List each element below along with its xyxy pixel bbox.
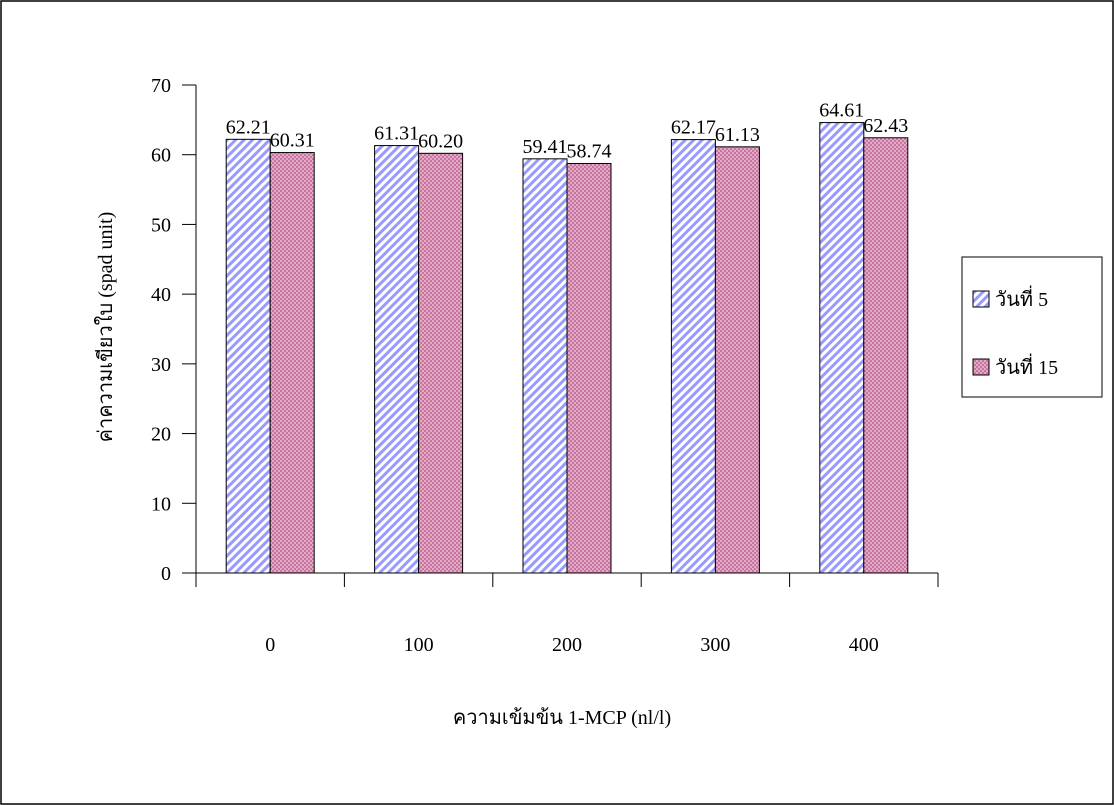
data-label-series-2: 60.31 (270, 130, 315, 152)
x-tick-label: 200 (552, 634, 582, 656)
x-tick-label: 400 (849, 634, 879, 656)
bar-series-1 (522, 158, 568, 574)
data-label-series-1: 62.21 (226, 116, 271, 138)
x-tick-label: 300 (700, 634, 730, 656)
bar-series-1 (374, 145, 420, 574)
y-tick-label: 70 (151, 75, 171, 97)
x-tick-label: 100 (404, 634, 434, 656)
y-tick-label: 10 (151, 493, 171, 515)
bar-series-1 (670, 139, 716, 574)
y-tick-label: 30 (151, 354, 171, 376)
data-label-series-1: 62.17 (671, 117, 716, 139)
bar-series-2 (269, 152, 315, 574)
legend: วันที่ 5 วันที่ 15 (961, 256, 1103, 398)
legend-swatch-series-2 (972, 358, 990, 376)
data-label-series-2: 60.20 (418, 130, 463, 152)
x-axis-title: ความเข้มข้น 1-MCP (nl/l) (453, 707, 671, 729)
data-label-series-1: 59.41 (523, 136, 568, 158)
y-tick-label: 0 (161, 563, 171, 585)
x-tick-label: 0 (265, 634, 275, 656)
data-label-series-1: 64.61 (819, 100, 864, 122)
data-label-series-2: 61.13 (715, 124, 760, 146)
legend-label-series-1: วันที่ 5 (995, 285, 1048, 311)
bar-series-2 (714, 146, 760, 574)
y-tick-label: 50 (151, 214, 171, 236)
bar-series-2 (863, 137, 909, 574)
y-tick-label: 60 (151, 145, 171, 167)
data-label-series-1: 61.31 (374, 123, 419, 145)
y-tick-label: 40 (151, 284, 171, 306)
legend-swatch-series-1 (972, 290, 990, 308)
bar-series-1 (819, 122, 865, 574)
bar-series-2 (418, 152, 464, 574)
legend-label-series-2: วันที่ 15 (995, 353, 1058, 379)
data-label-series-2: 58.74 (567, 140, 612, 162)
data-label-series-2: 62.43 (863, 115, 908, 137)
y-axis-title: ค่าความเขียวใบ (spad unit) (94, 212, 117, 443)
bar-series-2 (566, 162, 612, 574)
bar-series-1 (225, 138, 271, 574)
y-tick-label: 20 (151, 424, 171, 446)
